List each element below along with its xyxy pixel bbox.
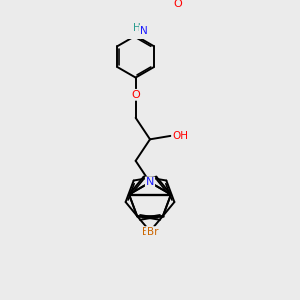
Text: N: N <box>140 26 148 36</box>
Text: OH: OH <box>172 131 188 141</box>
Text: O: O <box>173 0 182 9</box>
Text: N: N <box>146 177 154 188</box>
Text: Br: Br <box>142 227 153 237</box>
Text: O: O <box>131 90 140 100</box>
Text: Br: Br <box>147 227 158 237</box>
Text: H: H <box>134 23 141 34</box>
